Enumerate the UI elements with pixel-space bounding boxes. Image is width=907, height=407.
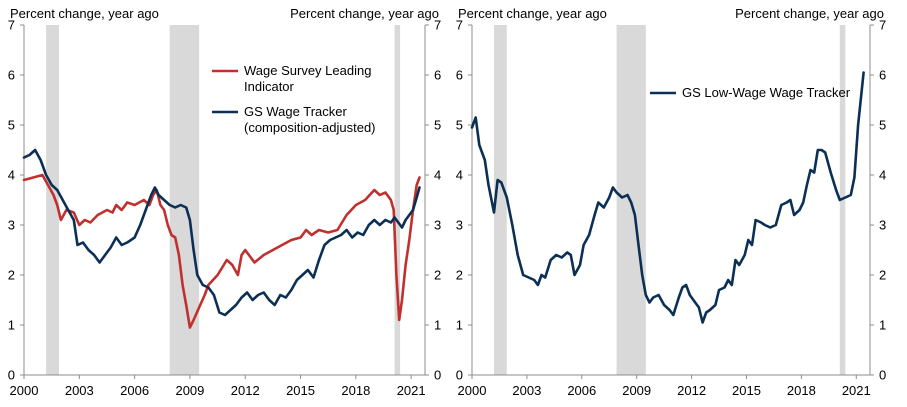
y-tick-label-left: 6 [8, 68, 15, 83]
chart-panel-left: 0 0 1 1 2 2 3 3 4 4 5 5 6 6 7 7 2000 2003 2006 2009 2012 2015… [8, 6, 441, 398]
y-tick-label-right: 6 [879, 68, 886, 83]
y-tick-label-left: 1 [8, 318, 15, 333]
y-axis-title-left: Percent change, year ago [10, 6, 159, 21]
y-tick-label-right: 4 [434, 168, 441, 183]
y-tick-label-right: 1 [879, 318, 886, 333]
y-tick-label-right: 1 [434, 318, 441, 333]
x-tick-label: 2000 [458, 383, 487, 398]
y-tick-label-left: 3 [456, 218, 463, 233]
chart-panel-right: 0 0 1 1 2 2 3 3 4 4 5 5 6 6 7 7 2000 2003 2006 2009 2012 2015… [456, 6, 886, 398]
x-tick-label: 2009 [622, 383, 651, 398]
series-line-0 [470, 71, 865, 324]
y-tick-label-left: 0 [8, 368, 15, 383]
y-tick-label-right: 0 [434, 368, 441, 383]
y-axis-title-right: Percent change, year ago [735, 6, 884, 21]
y-tick-label-right: 3 [879, 218, 886, 233]
legend-label: Indicator [244, 79, 295, 94]
y-tick-label-right: 2 [879, 268, 886, 283]
series-line-0 [22, 173, 421, 329]
y-tick-label-right: 6 [434, 68, 441, 83]
y-tick-label-right: 5 [879, 118, 886, 133]
x-tick-label: 2006 [567, 383, 596, 398]
x-tick-label: 2021 [397, 383, 426, 398]
y-axis-title-left: Percent change, year ago [458, 6, 607, 21]
y-tick-label-left: 5 [8, 118, 15, 133]
legend-label: (composition-adjusted) [244, 120, 376, 135]
legend-label: GS Low-Wage Wage Tracker [682, 85, 851, 100]
x-tick-label: 2003 [512, 383, 541, 398]
y-tick-label-right: 2 [434, 268, 441, 283]
y-tick-label-left: 0 [456, 368, 463, 383]
y-tick-label-right: 7 [879, 18, 886, 33]
y-tick-label-left: 6 [456, 68, 463, 83]
series-line-1 [22, 148, 421, 317]
legend-label: Wage Survey Leading [244, 63, 371, 78]
x-tick-label: 2018 [787, 383, 816, 398]
y-tick-label-left: 2 [456, 268, 463, 283]
legend-item-1: GS Wage Tracker(composition-adjusted) [212, 104, 376, 135]
recession-band [394, 25, 401, 375]
legend-item-0: GS Low-Wage Wage Tracker [650, 85, 851, 100]
y-tick-label-right: 0 [879, 368, 886, 383]
y-tick-label-left: 7 [8, 18, 15, 33]
y-axis-title-right: Percent change, year ago [290, 6, 439, 21]
x-tick-label: 2003 [65, 383, 94, 398]
y-tick-label-left: 3 [8, 218, 15, 233]
y-tick-label-right: 5 [434, 118, 441, 133]
y-tick-label-left: 4 [456, 168, 463, 183]
x-tick-label: 2009 [175, 383, 204, 398]
y-tick-label-left: 4 [8, 168, 15, 183]
recession-band [46, 25, 60, 375]
x-tick-label: 2021 [842, 383, 871, 398]
y-tick-label-right: 7 [434, 18, 441, 33]
x-tick-label: 2012 [677, 383, 706, 398]
y-tick-label-left: 7 [456, 18, 463, 33]
y-tick-label-left: 2 [8, 268, 15, 283]
x-tick-label: 2015 [286, 383, 315, 398]
y-tick-label-left: 1 [456, 318, 463, 333]
y-tick-label-left: 5 [456, 118, 463, 133]
x-tick-label: 2006 [120, 383, 149, 398]
recession-band [493, 25, 507, 375]
y-tick-label-right: 3 [434, 218, 441, 233]
x-tick-label: 2018 [341, 383, 370, 398]
recession-band [169, 25, 200, 375]
legend-label: GS Wage Tracker [244, 104, 347, 119]
x-tick-label: 2000 [10, 383, 39, 398]
x-tick-label: 2012 [231, 383, 260, 398]
x-tick-label: 2015 [732, 383, 761, 398]
y-tick-label-right: 4 [879, 168, 886, 183]
